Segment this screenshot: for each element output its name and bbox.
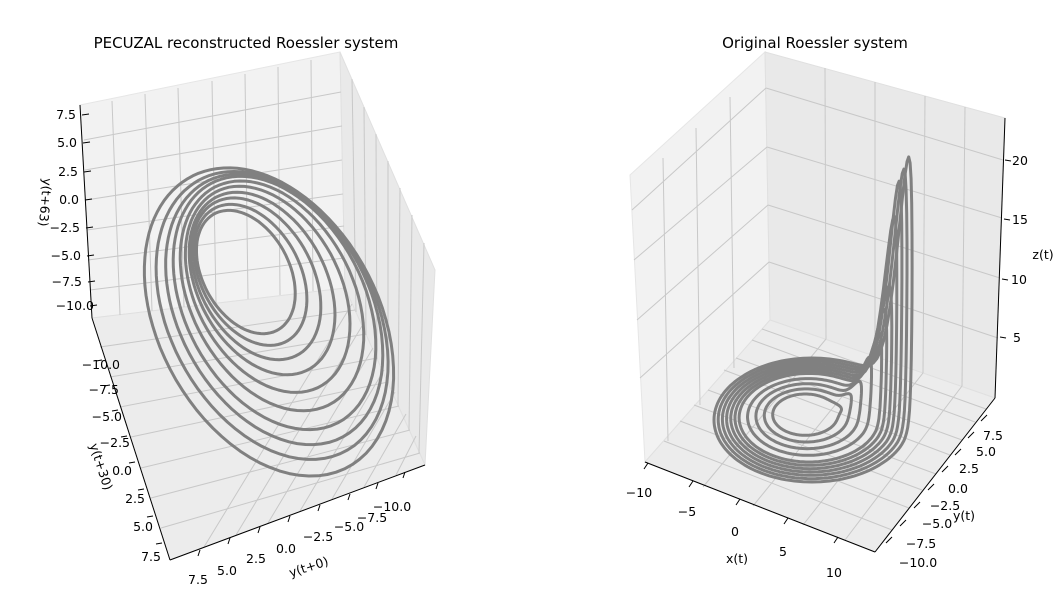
left-x-tick-label: −2.5 (303, 529, 333, 544)
left-y-tick-label: −2.5 (100, 435, 130, 450)
left-x-axis-line (169, 464, 426, 561)
right-x-tick-label: −5 (678, 504, 696, 519)
left-trajectory-loop (187, 190, 337, 377)
right-z-axis-label: z(t) (1032, 247, 1053, 262)
left-z-tick-label: −5.0 (51, 248, 81, 263)
left-x-axis-label: y(t+0) (287, 553, 330, 580)
left-trajectory-loop (154, 170, 390, 461)
left-y-tick-label: 2.5 (125, 491, 145, 506)
left-trajectory-loop (195, 208, 297, 336)
right-trajectory-loop (762, 387, 853, 444)
left-z-tick-label: −10.0 (56, 298, 94, 313)
left-trajectory-loop (142, 166, 396, 478)
right-z-axis-line (994, 117, 1006, 399)
right-x-tick-label: 10 (826, 565, 842, 580)
left-y-axis-line (91, 317, 171, 561)
left-y-tick-label: −10.0 (82, 357, 120, 372)
left-chart-title: PECUZAL reconstructed Roessler system (94, 34, 399, 52)
right-z-tick-label: 5 (1013, 330, 1021, 345)
left-z-tick-label: −7.5 (52, 274, 82, 289)
right-chart-title: Original Roessler system (722, 34, 908, 52)
right-z-tick-label: 10 (1011, 272, 1027, 287)
right-trajectory (712, 155, 914, 484)
left-y-tick-label: −7.5 (89, 382, 119, 397)
right-y-ticks: −10.0 −7.5 −5.0 −2.5 0.0 2.5 5.0 7.5 (885, 414, 1003, 570)
right-trajectory-loop (712, 155, 914, 484)
left-x-tick-label: 0.0 (276, 541, 296, 556)
left-trajectory-loop (178, 179, 366, 413)
right-z-tick-label: 20 (1012, 153, 1028, 168)
left-x-tick-label: −7.5 (357, 510, 387, 525)
right-trajectory-loop (737, 331, 884, 464)
right-z-ticks: 5 10 15 20 (999, 153, 1028, 345)
left-trajectory-loop (192, 202, 309, 347)
left-x-tick-label: 5.0 (217, 563, 237, 578)
right-y-axis-label: y(t) (953, 508, 975, 523)
left-trajectory (142, 166, 396, 478)
left-z-tick-label: 5.0 (57, 135, 77, 150)
left-y-ticks: −10.0 −7.5 −5.0 −2.5 0.0 2.5 5.0 7.5 (82, 357, 163, 564)
left-z-axis-line (79, 104, 93, 319)
left-y-tick-label: 0.0 (112, 463, 132, 478)
left-z-ticks: 7.5 5.0 2.5 0.0 −2.5 −5.0 −7.5 −10.0 (50, 107, 98, 313)
left-y-tick-label: 7.5 (141, 549, 161, 564)
right-subplot: Original Roessler system (626, 34, 1054, 580)
right-y-tick-label: 5.0 (976, 444, 996, 459)
right-trajectory-loop (771, 392, 843, 437)
right-trajectory-loop (746, 355, 873, 457)
left-z-tick-label: 2.5 (58, 164, 78, 179)
right-y-tick-label: 2.5 (959, 461, 979, 476)
right-x-axis-label: x(t) (726, 551, 748, 566)
right-x-tick-label: 5 (779, 544, 787, 559)
right-y-tick-label: 7.5 (983, 428, 1003, 443)
left-y-tick-label: −5.0 (92, 409, 122, 424)
right-z-tick-label: 15 (1012, 212, 1028, 227)
right-y-axis-line (874, 397, 996, 553)
right-x-tick-label: −10 (626, 485, 652, 500)
right-trajectory-loop (733, 308, 889, 467)
right-x-axis-line (644, 461, 876, 553)
left-x-tick-label: −10.0 (373, 499, 411, 514)
left-z-tick-label: 0.0 (59, 192, 79, 207)
right-trajectory-loop (716, 167, 909, 481)
left-trajectory-loop (190, 196, 323, 362)
left-z-tick-label: 7.5 (56, 107, 76, 122)
left-trajectory-loop (164, 172, 385, 447)
left-y-tick-label: 5.0 (133, 519, 153, 534)
left-subplot: PECUZAL reconstructed Roessler system (36, 34, 436, 587)
right-trajectory-loop (729, 284, 894, 471)
right-y-tick-label: −5.0 (922, 516, 952, 531)
left-x-tick-label: 7.5 (188, 572, 208, 587)
right-y-tick-label: −7.5 (906, 536, 936, 551)
left-x-ticks: 7.5 5.0 2.5 0.0 −2.5 −5.0 −7.5 −10.0 (188, 471, 411, 587)
right-trajectory-loop (725, 214, 899, 474)
left-x-tick-label: −5.0 (334, 519, 364, 534)
left-z-axis-label: y(t+63) (36, 178, 55, 228)
left-trajectory-loop (183, 184, 352, 394)
right-y-tick-label: −2.5 (930, 498, 960, 513)
right-x-tick-label: 0 (731, 524, 739, 539)
left-trajectory-loop (171, 174, 378, 432)
right-y-tick-label: 0.0 (948, 481, 968, 496)
right-y-tick-label: −10.0 (899, 555, 937, 570)
left-x-tick-label: 2.5 (246, 551, 266, 566)
right-trajectory-loop (754, 379, 863, 451)
right-trajectory-loop (720, 179, 904, 477)
right-x-ticks: −10 −5 0 5 10 (626, 462, 842, 580)
left-z-tick-label: −2.5 (50, 220, 80, 235)
